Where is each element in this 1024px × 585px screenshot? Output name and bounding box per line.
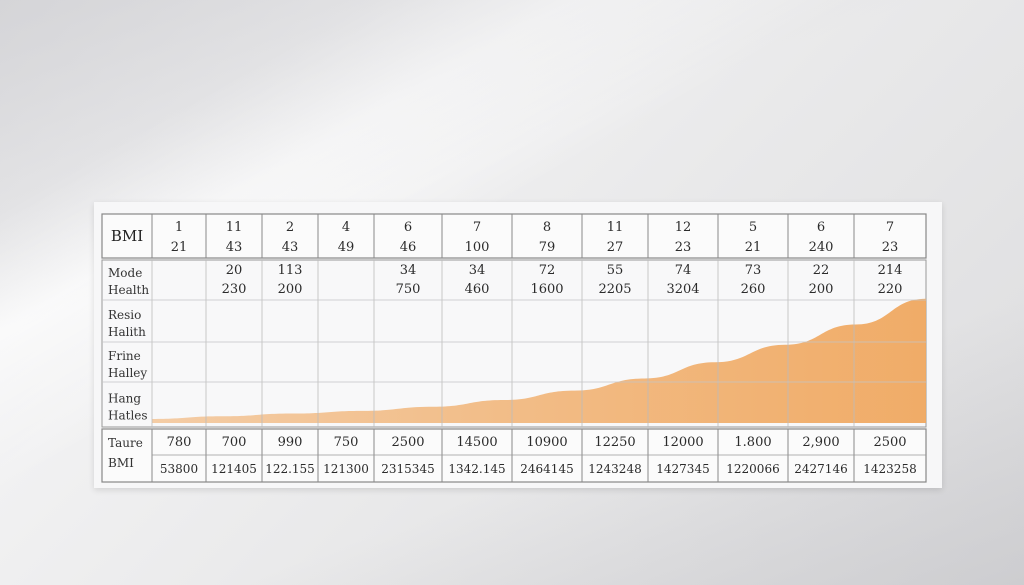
header-value-bottom: 27 [607, 240, 624, 255]
header-value-top: 2 [286, 220, 294, 235]
mode-value-top: 22 [813, 263, 830, 278]
mode-value-top: 74 [675, 263, 692, 278]
header-value-bottom: 23 [882, 240, 899, 255]
mode-value-bottom: 3204 [666, 282, 699, 297]
header-value-top: 1 [175, 220, 183, 235]
footer-value-bottom: 2315345 [381, 462, 434, 476]
header-value-bottom: 240 [809, 240, 834, 255]
header-value-top: 6 [404, 220, 412, 235]
header-value-bottom: 43 [226, 240, 243, 255]
footer-value-top: 780 [167, 435, 192, 450]
row-label-bottom: Hatles [108, 409, 148, 423]
footer-label-bottom: BMI [108, 456, 134, 470]
mode-value-top: 72 [539, 263, 556, 278]
header-value-bottom: 21 [745, 240, 762, 255]
mode-value-top: 214 [878, 263, 903, 278]
mode-value-bottom: 1600 [530, 282, 563, 297]
footer-value-bottom: 1423258 [863, 462, 916, 476]
mode-value-bottom: 2205 [598, 282, 631, 297]
row-label-bottom: Halith [108, 325, 146, 339]
mode-value-bottom: 460 [465, 282, 490, 297]
mode-value-bottom: 200 [278, 282, 303, 297]
row-label-bottom: Health [108, 283, 149, 297]
mode-value-top: 55 [607, 263, 624, 278]
mode-value-bottom: 220 [878, 282, 903, 297]
header-value-bottom: 100 [465, 240, 490, 255]
header-value-bottom: 21 [171, 240, 188, 255]
footer-value-bottom: 1220066 [726, 462, 779, 476]
mode-value-top: 20 [226, 263, 243, 278]
chart-svg: BMI 1211143243449646710087911271223521624… [101, 213, 927, 483]
mode-value-bottom: 260 [741, 282, 766, 297]
bmi-table-chart: BMI 1 21 11 43 2 43 4 49 6 46 7 100 8 79 11 27 12 23 5 21 6 24… [94, 202, 942, 488]
footer-value-top: 14500 [456, 435, 497, 450]
mode-value-top: 34 [400, 263, 417, 278]
footer-value-bottom: 121405 [211, 462, 257, 476]
footer-value-bottom: 122.155 [265, 462, 315, 476]
header-value-bottom: 79 [539, 240, 556, 255]
header-value-top: 7 [473, 220, 481, 235]
footer-value-top: 1.800 [734, 435, 771, 450]
footer-value-top: 990 [278, 435, 303, 450]
footer-value-top: 12000 [662, 435, 703, 450]
mode-value-top: 34 [469, 263, 486, 278]
footer-value-top: 750 [334, 435, 359, 450]
footer-value-bottom: 2464145 [520, 462, 573, 476]
row-label-top: Frine [108, 349, 141, 363]
footer-value-bottom: 121300 [323, 462, 369, 476]
header-value-top: 12 [675, 220, 692, 235]
footer-value-bottom: 53800 [160, 462, 198, 476]
mode-value-bottom: 200 [809, 282, 834, 297]
footer-frame [101, 428, 927, 483]
footer-value-bottom: 2427146 [794, 462, 847, 476]
mode-value-top: 113 [278, 263, 303, 278]
mode-value-bottom: 230 [222, 282, 247, 297]
row-label-top: Mode [108, 266, 142, 280]
footer-value-bottom: 1243248 [588, 462, 641, 476]
header-value-top: 11 [607, 220, 624, 235]
footer-value-bottom: 1342.145 [448, 462, 505, 476]
footer-value-top: 2500 [873, 435, 906, 450]
footer-value-top: 700 [222, 435, 247, 450]
footer-value-top: 12250 [594, 435, 635, 450]
mode-value-top: 73 [745, 263, 762, 278]
header-value-top: 6 [817, 220, 825, 235]
header-frame [101, 213, 927, 259]
header-value-bottom: 46 [400, 240, 417, 255]
mode-value-bottom: 750 [396, 282, 421, 297]
header-value-top: 4 [342, 220, 350, 235]
footer-value-top: 2500 [391, 435, 424, 450]
header-value-top: 7 [886, 220, 894, 235]
header-label: BMI [111, 227, 143, 245]
footer-label-top: Taure [108, 436, 143, 450]
header-value-top: 11 [226, 220, 243, 235]
area-series [152, 298, 926, 423]
footer-value-top: 2,900 [802, 435, 839, 450]
header-value-bottom: 49 [338, 240, 355, 255]
row-label-bottom: Halley [108, 366, 147, 380]
header-value-bottom: 43 [282, 240, 299, 255]
header-value-top: 5 [749, 220, 757, 235]
row-label-top: Resio [108, 308, 141, 322]
footer-value-bottom: 1427345 [656, 462, 709, 476]
row-label-top: Hang [108, 392, 141, 406]
header-value-bottom: 23 [675, 240, 692, 255]
header-value-top: 8 [543, 220, 551, 235]
footer-value-top: 10900 [526, 435, 567, 450]
